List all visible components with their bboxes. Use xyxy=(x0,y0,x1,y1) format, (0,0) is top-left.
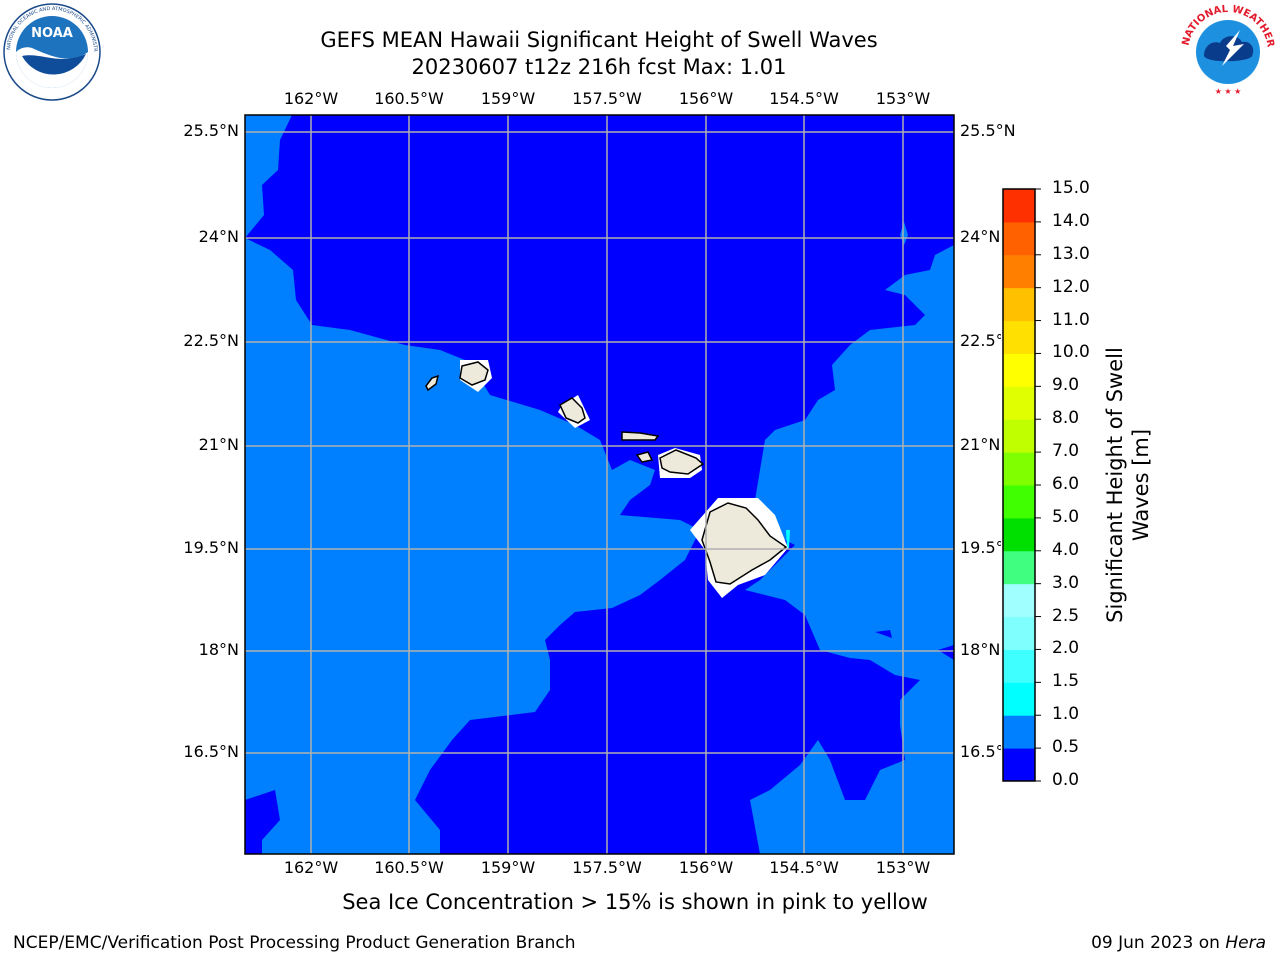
swell-field-cyan-north xyxy=(900,222,908,245)
island-hawaii xyxy=(701,502,788,585)
lat-label-left: 18°N xyxy=(198,640,239,659)
footer-credit: NCEP/EMC/Verification Post Processing Pr… xyxy=(13,933,576,953)
swell-field-east-deep xyxy=(875,630,954,660)
swell-field-west xyxy=(245,115,700,854)
colorbar-tick-label: 4.0 xyxy=(1052,539,1080,560)
colorbar-tick-label: 2.5 xyxy=(1052,605,1080,626)
lon-label-top: 159°W xyxy=(480,89,536,108)
colorbar-segment xyxy=(1003,583,1035,618)
island-niihau xyxy=(425,374,440,392)
nws-logo: NATIONAL WEATHER SERVICE ★ ★ ★ xyxy=(1178,2,1276,100)
lat-label-left: 19.5°N xyxy=(183,538,239,557)
colorbar-tick-label: 0.0 xyxy=(1052,770,1080,790)
lat-label-right: 25.5°N xyxy=(960,121,1016,140)
map-subtitle: 20230607 t12z 216h fcst Max: 1.01 xyxy=(411,55,787,79)
colorbar-segment xyxy=(1003,682,1035,716)
lon-label-top: 160.5°W xyxy=(374,89,444,108)
lat-label-right: 18°N xyxy=(960,640,1001,659)
lat-label-left: 25.5°N xyxy=(183,121,239,140)
lat-label-left: 16.5°N xyxy=(183,742,239,761)
lon-label-bottom: 156°W xyxy=(678,858,734,877)
colorbar-segment xyxy=(1003,748,1035,782)
swell-field-cyan xyxy=(786,530,790,548)
island-lanai xyxy=(635,451,654,463)
lon-label-top: 154.5°W xyxy=(769,89,839,108)
lat-label-right: 24°N xyxy=(960,227,1001,246)
lon-label-bottom: 153°W xyxy=(875,858,931,877)
colorbar-tick-label: 9.0 xyxy=(1052,375,1080,396)
lon-label-bottom: 159°W xyxy=(480,858,536,877)
lon-label-bottom: 162°W xyxy=(283,858,339,877)
swell-field-sw-deep xyxy=(245,790,280,854)
island-maui xyxy=(659,449,705,475)
lon-label-top: 157.5°W xyxy=(572,89,642,108)
colorbar-segment xyxy=(1003,221,1035,256)
graticule xyxy=(245,115,954,854)
colorbar-tick-label: 8.0 xyxy=(1052,408,1080,429)
sea-ice-note: Sea Ice Concentration > 15% is shown in … xyxy=(342,890,928,914)
colorbar-tick-label: 11.0 xyxy=(1052,309,1090,330)
colorbar-title: Significant Height of Swell Waves [m] xyxy=(1103,347,1153,623)
lon-label-top: 153°W xyxy=(875,89,931,108)
footer-machine: Hera xyxy=(1225,933,1266,953)
colorbar-tick-label: 14.0 xyxy=(1052,210,1090,231)
lon-label-bottom: 157.5°W xyxy=(572,858,642,877)
map-title: GEFS MEAN Hawaii Significant Height of S… xyxy=(320,28,878,52)
colorbar-tick-label: 13.0 xyxy=(1052,243,1090,264)
colorbar xyxy=(1002,188,1041,782)
islands xyxy=(425,361,788,585)
colorbar-tick-label: 2.0 xyxy=(1052,638,1080,659)
svg-text:★ ★ ★: ★ ★ ★ xyxy=(1215,87,1242,96)
colorbar-segment xyxy=(1003,189,1035,223)
colorbar-segment xyxy=(1003,287,1035,322)
colorbar-tick-label: 1.5 xyxy=(1052,671,1080,692)
colorbar-tick-label: 0.5 xyxy=(1052,737,1080,758)
colorbar-segment xyxy=(1003,485,1035,519)
colorbar-tick-label: 12.0 xyxy=(1052,276,1090,297)
colorbar-tick-label: 1.0 xyxy=(1052,704,1080,725)
lat-label-left: 21°N xyxy=(198,435,239,454)
lon-label-top: 156°W xyxy=(678,89,734,108)
colorbar-tick-label: 3.0 xyxy=(1052,572,1080,593)
lat-label-right: 21°N xyxy=(960,435,1001,454)
lat-label-left: 24°N xyxy=(198,227,239,246)
colorbar-segment xyxy=(1003,353,1035,387)
lon-label-bottom: 160.5°W xyxy=(374,858,444,877)
noaa-logo: NOAA NATIONAL OCEANIC AND ATMOSPHERIC AD… xyxy=(2,2,101,101)
lon-label-bottom: 154.5°W xyxy=(769,858,839,877)
colorbar-segment xyxy=(1003,452,1035,486)
colorbar-tick-label: 6.0 xyxy=(1052,474,1080,494)
colorbar-segment xyxy=(1003,517,1035,552)
island-kauai xyxy=(459,361,489,386)
island-molokai xyxy=(621,431,660,441)
svg-text:NOAA: NOAA xyxy=(31,26,73,41)
lat-label-left: 22.5°N xyxy=(183,331,239,350)
colorbar-tick-label: 10.0 xyxy=(1052,342,1090,363)
colorbar-tick-label: 7.0 xyxy=(1052,441,1080,462)
footer-date-text: 09 Jun 2023 on xyxy=(1091,933,1226,953)
colorbar-tick-label: 5.0 xyxy=(1052,506,1080,527)
colorbar-segment xyxy=(1003,254,1035,289)
colorbar-tick-label: 15.0 xyxy=(1052,178,1090,198)
colorbar-segment xyxy=(1003,320,1035,354)
colorbar-segment xyxy=(1003,616,1035,650)
footer-date: 09 Jun 2023 on Hera xyxy=(1091,933,1266,953)
map-frame xyxy=(244,114,955,855)
colorbar-segment xyxy=(1003,419,1035,453)
colorbar-segment xyxy=(1003,649,1035,683)
colorbar-segment xyxy=(1003,550,1035,585)
colorbar-segment xyxy=(1003,715,1035,749)
lon-label-top: 162°W xyxy=(283,89,339,108)
island-oahu xyxy=(559,397,586,424)
colorbar-segment xyxy=(1003,386,1035,420)
